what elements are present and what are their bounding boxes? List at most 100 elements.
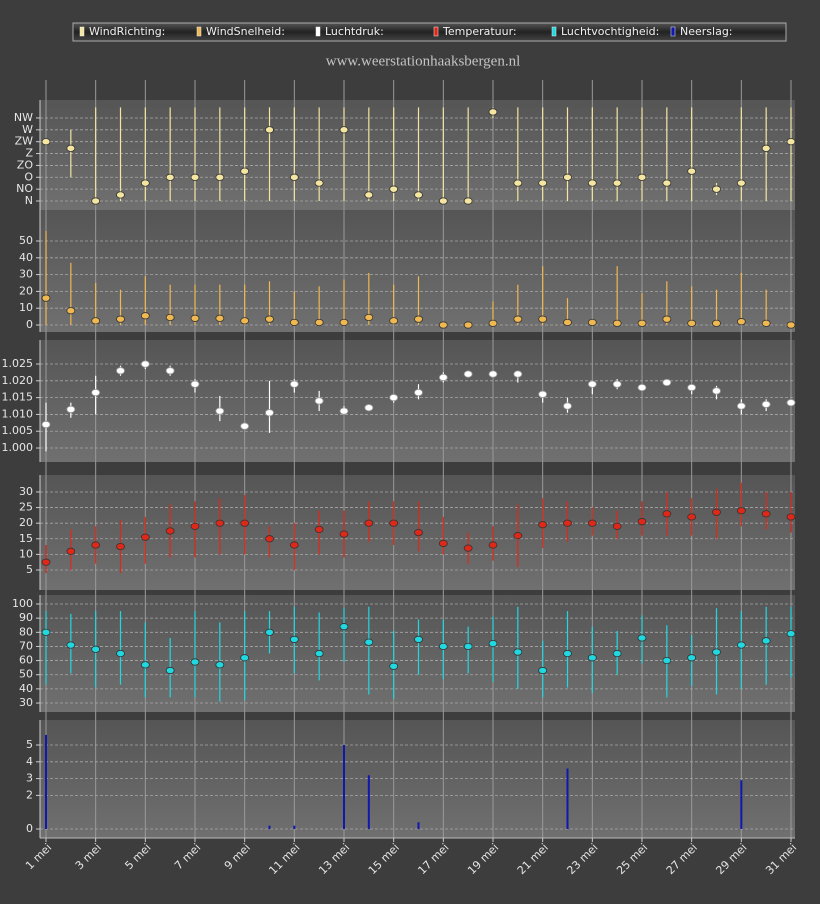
point bbox=[587, 179, 597, 187]
y-tick-label: 1.010 bbox=[2, 407, 34, 420]
point bbox=[240, 654, 250, 662]
chart-title: www.weerstationhaaksbergen.nl bbox=[326, 53, 521, 69]
point bbox=[339, 407, 349, 415]
point bbox=[116, 542, 125, 551]
point bbox=[414, 191, 423, 199]
point bbox=[66, 641, 76, 649]
point bbox=[91, 541, 101, 549]
point bbox=[687, 319, 697, 327]
point bbox=[339, 530, 349, 538]
point bbox=[563, 318, 572, 327]
point bbox=[116, 649, 125, 658]
point bbox=[488, 370, 498, 378]
panel-background bbox=[40, 210, 795, 332]
point bbox=[215, 519, 225, 527]
point bbox=[389, 394, 399, 402]
point bbox=[240, 519, 250, 527]
point bbox=[538, 315, 548, 323]
point bbox=[612, 649, 622, 658]
point bbox=[414, 528, 423, 537]
point bbox=[786, 321, 796, 329]
point bbox=[612, 319, 622, 327]
point bbox=[587, 380, 597, 388]
y-tick-label: 5 bbox=[26, 738, 33, 751]
point bbox=[364, 638, 374, 646]
point bbox=[190, 522, 200, 530]
y-tick-label: 1.000 bbox=[2, 441, 34, 454]
point bbox=[389, 662, 399, 670]
legend-swatch bbox=[551, 26, 557, 37]
bar bbox=[45, 734, 47, 829]
point bbox=[339, 318, 349, 327]
point bbox=[463, 642, 473, 651]
point bbox=[165, 173, 175, 181]
point bbox=[289, 635, 299, 643]
point bbox=[438, 373, 448, 382]
point bbox=[712, 319, 721, 327]
y-tick-label: 3 bbox=[26, 772, 33, 785]
y-tick-label: 1.015 bbox=[2, 391, 34, 404]
point bbox=[140, 312, 150, 320]
y-tick-label: O bbox=[24, 170, 33, 183]
y-tick-label: 50 bbox=[19, 668, 33, 681]
legend-box bbox=[72, 22, 787, 42]
y-tick-label: 4 bbox=[26, 755, 33, 768]
point bbox=[66, 547, 76, 555]
point bbox=[215, 661, 225, 669]
point bbox=[538, 521, 548, 529]
point bbox=[190, 173, 200, 181]
y-tick-label: NO bbox=[16, 182, 33, 195]
bar bbox=[740, 780, 743, 829]
legend-label: WindSnelheid: bbox=[206, 25, 285, 38]
legend-label: Neerslag: bbox=[680, 25, 733, 38]
legend-swatch bbox=[433, 26, 439, 37]
y-tick-label: 1.005 bbox=[2, 424, 34, 437]
point bbox=[637, 634, 647, 642]
point bbox=[41, 628, 51, 636]
bar bbox=[268, 825, 271, 829]
point bbox=[140, 661, 150, 669]
point bbox=[91, 388, 101, 397]
point bbox=[563, 649, 572, 658]
legend-swatch bbox=[196, 26, 202, 37]
point bbox=[289, 380, 299, 388]
point bbox=[513, 315, 523, 323]
panel-background bbox=[40, 595, 795, 712]
point bbox=[140, 179, 150, 187]
point bbox=[165, 313, 175, 322]
point bbox=[414, 315, 423, 323]
point bbox=[612, 522, 622, 530]
point bbox=[662, 378, 672, 387]
point bbox=[314, 397, 324, 405]
point bbox=[662, 510, 672, 518]
point bbox=[786, 513, 796, 521]
point bbox=[612, 380, 622, 388]
y-tick-label: 90 bbox=[19, 611, 33, 624]
point bbox=[786, 399, 796, 407]
y-tick-label: 80 bbox=[19, 625, 33, 638]
point bbox=[637, 173, 647, 181]
y-tick-label: ZO bbox=[17, 158, 34, 171]
y-tick-label: 2 bbox=[26, 788, 33, 801]
point bbox=[265, 315, 274, 323]
point bbox=[116, 315, 125, 323]
point bbox=[761, 319, 771, 327]
point bbox=[289, 318, 299, 327]
y-tick-label: 10 bbox=[19, 547, 33, 560]
point bbox=[66, 307, 76, 315]
point bbox=[314, 318, 324, 327]
y-tick-label: 0 bbox=[26, 318, 33, 331]
point bbox=[463, 544, 473, 552]
y-tick-label: N bbox=[25, 194, 33, 207]
point bbox=[339, 623, 349, 631]
point bbox=[414, 388, 423, 397]
point bbox=[736, 641, 746, 649]
point bbox=[140, 533, 150, 541]
point bbox=[712, 185, 721, 193]
bar bbox=[293, 825, 296, 829]
y-tick-label: 50 bbox=[19, 234, 33, 247]
point bbox=[314, 649, 324, 658]
y-tick-label: 70 bbox=[19, 639, 33, 652]
point bbox=[587, 654, 597, 662]
